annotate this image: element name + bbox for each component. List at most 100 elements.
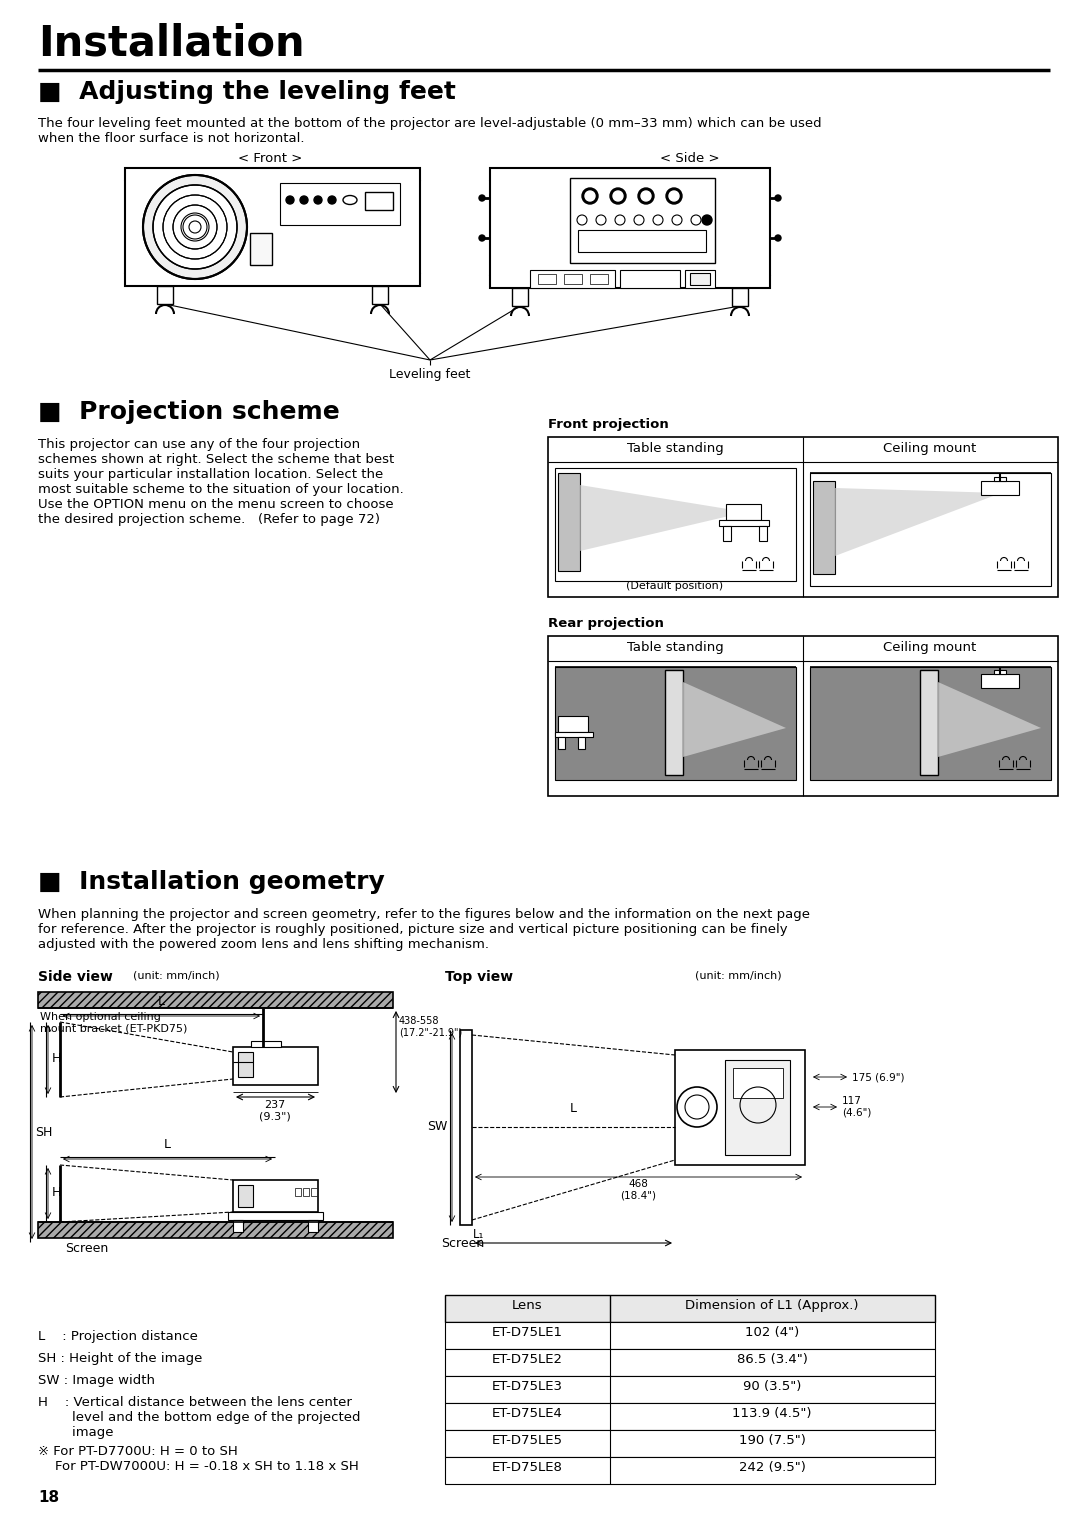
Circle shape [702, 215, 712, 224]
Text: 468
(18.4"): 468 (18.4") [620, 1180, 656, 1201]
Text: H: H [52, 1053, 62, 1065]
Bar [723, 526, 731, 542]
Circle shape [143, 175, 247, 279]
Bar [445, 1376, 935, 1402]
Text: 90 (3.5"): 90 (3.5") [743, 1380, 801, 1393]
Circle shape [480, 195, 485, 201]
Text: (Default position): (Default position) [626, 581, 724, 591]
Bar [490, 168, 770, 288]
Text: 438-558
(17.2"-21.9"): 438-558 (17.2"-21.9") [399, 1016, 462, 1038]
Bar [981, 481, 1020, 494]
Text: ET-D75LE5: ET-D75LE5 [491, 1434, 563, 1447]
Bar [590, 275, 608, 284]
Text: (unit: mm/inch): (unit: mm/inch) [133, 971, 219, 980]
Text: Lens: Lens [512, 1299, 542, 1312]
Bar [920, 670, 939, 775]
Bar [675, 1050, 805, 1164]
Text: SW : Image width: SW : Image width [38, 1373, 156, 1387]
Circle shape [638, 188, 654, 204]
Text: L: L [158, 995, 164, 1009]
Circle shape [153, 185, 237, 269]
Bar [578, 737, 585, 749]
Circle shape [582, 188, 598, 204]
Bar [365, 192, 393, 211]
Bar [233, 1219, 243, 1231]
Text: ET-D75LE4: ET-D75LE4 [491, 1407, 563, 1421]
Bar [311, 1189, 318, 1196]
Text: Leveling feet: Leveling feet [389, 368, 471, 382]
Text: Front projection: Front projection [548, 418, 669, 430]
Text: Table standing: Table standing [626, 641, 724, 655]
Bar [233, 1180, 318, 1212]
Bar [732, 288, 748, 307]
Bar [690, 273, 710, 285]
Bar [249, 233, 272, 266]
Bar [157, 285, 173, 304]
Bar [558, 737, 565, 749]
Text: (unit: mm/inch): (unit: mm/inch) [696, 971, 782, 980]
Bar [548, 436, 1058, 597]
Circle shape [585, 191, 595, 201]
Bar [530, 270, 615, 288]
Polygon shape [835, 488, 1001, 555]
Bar [445, 1349, 935, 1376]
Circle shape [286, 195, 294, 204]
Text: L: L [163, 1138, 171, 1151]
Text: L₁: L₁ [473, 1228, 484, 1241]
Bar [685, 270, 715, 288]
Text: L    : Projection distance: L : Projection distance [38, 1331, 198, 1343]
Bar [38, 992, 393, 1009]
Bar [445, 1457, 935, 1483]
Bar [733, 1068, 783, 1099]
Bar [460, 1030, 472, 1225]
Bar [726, 504, 761, 520]
Text: Screen: Screen [65, 1242, 108, 1254]
Bar [445, 1296, 935, 1322]
Bar [725, 1061, 789, 1155]
Text: 113.9 (4.5"): 113.9 (4.5") [732, 1407, 812, 1421]
Circle shape [666, 188, 681, 204]
Text: 117
(4.6"): 117 (4.6") [842, 1096, 872, 1119]
Text: 237
(9.3"): 237 (9.3") [259, 1100, 291, 1122]
Circle shape [300, 195, 308, 204]
Bar [295, 1189, 301, 1196]
Text: ■  Adjusting the leveling feet: ■ Adjusting the leveling feet [38, 79, 456, 104]
Circle shape [314, 195, 322, 204]
Text: When planning the projector and screen geometry, refer to the figures below and : When planning the projector and screen g… [38, 908, 810, 951]
Text: When optional ceiling
mount bracket (ET-PKD75): When optional ceiling mount bracket (ET-… [40, 1012, 187, 1033]
Text: Screen: Screen [442, 1238, 485, 1250]
Bar [445, 1430, 935, 1457]
Text: Ceiling mount: Ceiling mount [883, 443, 976, 455]
Text: SW: SW [427, 1120, 447, 1134]
Text: Side view: Side view [38, 971, 113, 984]
Text: Dimension of L1 (Approx.): Dimension of L1 (Approx.) [685, 1299, 859, 1312]
Text: ET-D75LE8: ET-D75LE8 [491, 1460, 563, 1474]
Text: ET-D75LE3: ET-D75LE3 [491, 1380, 563, 1393]
Bar [303, 1189, 309, 1196]
Text: SH: SH [35, 1126, 52, 1138]
Circle shape [669, 191, 679, 201]
Text: SH : Height of the image: SH : Height of the image [38, 1352, 202, 1364]
Text: Ceiling mount: Ceiling mount [883, 641, 976, 655]
Bar [308, 1219, 318, 1231]
Text: < Side >: < Side > [660, 153, 719, 165]
Bar [719, 520, 769, 526]
Bar [555, 468, 796, 581]
Bar [558, 473, 580, 571]
Bar [813, 481, 835, 574]
Bar [994, 478, 1005, 481]
Bar [445, 1322, 935, 1349]
Bar [555, 667, 796, 780]
Text: L: L [569, 1102, 577, 1116]
Bar [38, 1222, 393, 1238]
Text: ※ For PT-D7700U: H = 0 to SH
    For PT-DW7000U: H = -0.18 x SH to 1.18 x SH: ※ For PT-D7700U: H = 0 to SH For PT-DW70… [38, 1445, 359, 1473]
Bar [251, 1041, 281, 1047]
Text: ■  Projection scheme: ■ Projection scheme [38, 400, 340, 424]
Text: 18: 18 [38, 1489, 59, 1505]
Bar [665, 670, 683, 775]
Bar [228, 1212, 323, 1219]
Circle shape [775, 235, 781, 241]
Text: Top view: Top view [445, 971, 513, 984]
Bar [578, 230, 706, 252]
Text: Installation: Installation [38, 21, 305, 64]
